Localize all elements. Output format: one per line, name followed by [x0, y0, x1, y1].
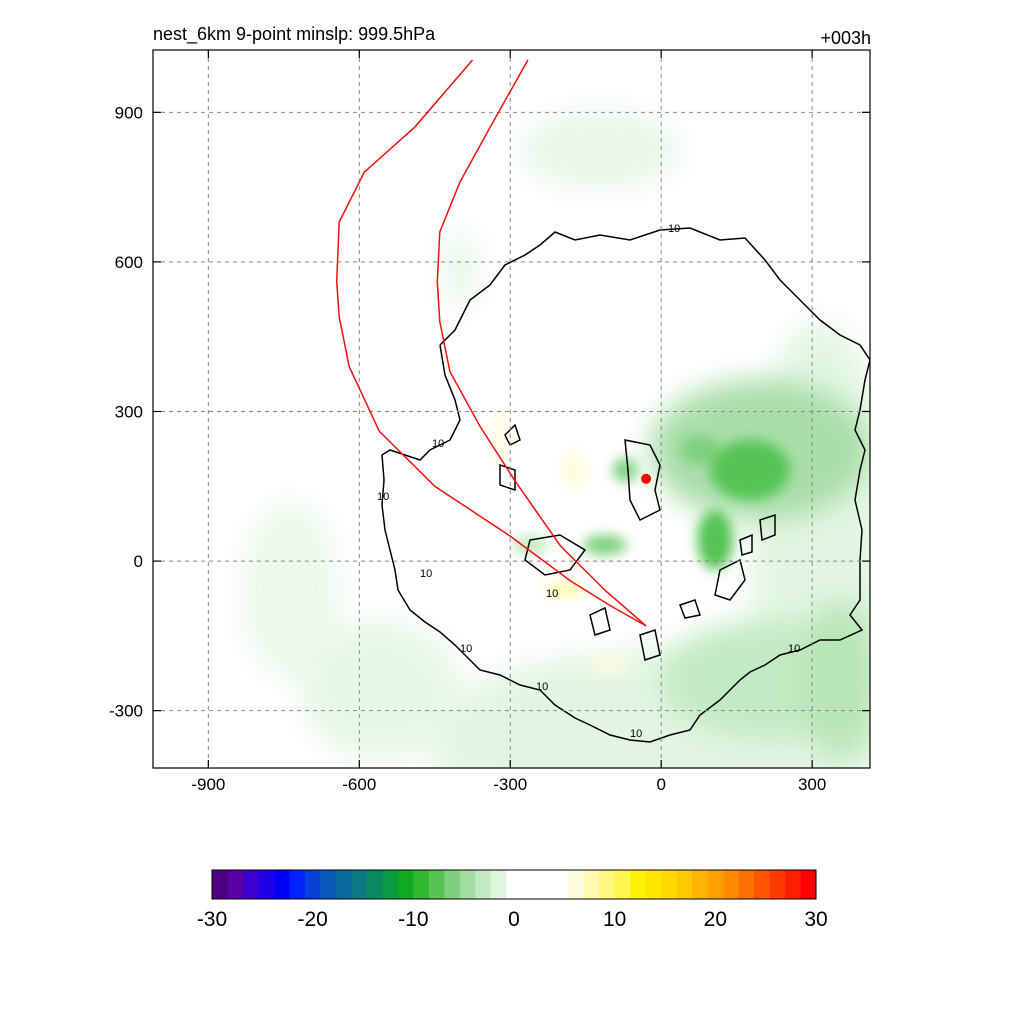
x-axis: -900 -600 -300 0 300: [191, 50, 826, 794]
colorbar-swatch: [459, 870, 476, 899]
contour-label: 10: [788, 643, 800, 655]
chart-title: nest_6km 9-point minslp: 999.5hPa: [153, 24, 436, 45]
colorbar-tick-label: 30: [804, 908, 827, 931]
colorbar-tick-label: -20: [297, 908, 327, 931]
colorbar-swatch: [444, 870, 461, 899]
colorbar-tick-label: 0: [508, 908, 520, 931]
contour-label: 10: [377, 491, 389, 503]
contour-label: 10: [432, 438, 444, 450]
colorbar-swatch: [289, 870, 306, 899]
colorbar-tick-label: -10: [398, 908, 428, 931]
colorbar-tick-label: -30: [197, 908, 227, 931]
colorbar-swatch: [242, 870, 259, 899]
colorbar-swatch: [738, 870, 755, 899]
colorbar-swatch: [335, 870, 352, 899]
colorbar-swatch: [692, 870, 709, 899]
x-tick-label: -300: [493, 775, 527, 794]
y-tick-label: -300: [109, 702, 143, 721]
colorbar-swatch: [537, 870, 554, 899]
colorbar-swatch: [568, 870, 585, 899]
colorbar-swatch: [614, 870, 631, 899]
colorbar-tick-label: 10: [603, 908, 626, 931]
forecast-hour-label: +003h: [820, 28, 871, 48]
colorbar-swatch: [475, 870, 492, 899]
x-tick-label: 300: [798, 775, 826, 794]
colorbar-swatch: [366, 870, 383, 899]
colorbar-swatch: [723, 870, 740, 899]
track-curves: [335, 59, 647, 627]
colorbar-swatch: [521, 870, 538, 899]
colorbar-swatch: [800, 870, 817, 899]
contour-10-ring: [381, 227, 870, 743]
x-tick-label: -600: [342, 775, 376, 794]
y-axis: -300 0 300 600 900: [109, 103, 870, 721]
contour-label: 10: [630, 728, 642, 740]
colorbar-swatch: [769, 870, 786, 899]
colorbar-swatch: [413, 870, 430, 899]
x-tick-label: 0: [656, 775, 665, 794]
colorbar-swatch: [258, 870, 275, 899]
y-tick-label: 0: [134, 552, 143, 571]
colorbar-swatch: [599, 870, 616, 899]
colorbar-swatch: [676, 870, 693, 899]
colorbar-swatch: [490, 870, 507, 899]
y-tick-label: 600: [115, 253, 143, 272]
colorbar-swatch: [227, 870, 244, 899]
y-tick-label: 900: [115, 103, 143, 122]
colorbar-swatch: [630, 870, 647, 899]
colorbar-swatch: [428, 870, 445, 899]
x-tick-label: -900: [191, 775, 225, 794]
colorbar-swatch: [382, 870, 399, 899]
colorbar-swatch: [754, 870, 771, 899]
colorbar-swatch: [397, 870, 414, 899]
colorbar-swatch: [785, 870, 802, 899]
contour-label: 10: [460, 643, 472, 655]
storm-center-marker: [641, 473, 652, 484]
colorbar-frame: [211, 869, 817, 900]
y-tick-label: 300: [115, 402, 143, 421]
colorbar-swatch: [273, 870, 290, 899]
colorbar-swatch: [552, 870, 569, 899]
colorbar-swatch: [212, 870, 228, 899]
contour-label: 10: [668, 223, 680, 235]
colorbar-swatch: [320, 870, 337, 899]
colorbar-swatch: [707, 870, 724, 899]
track-curve-2: [436, 59, 647, 627]
colorbar-swatch: [645, 870, 662, 899]
colorbar-swatch: [351, 870, 368, 899]
track-curve-1: [335, 59, 647, 627]
colorbar: [211, 869, 817, 900]
colorbar-swatch: [661, 870, 678, 899]
contour-label: 10: [546, 588, 558, 600]
colorbar-tick-labels: -30 -20 -10 0 10 20 30: [197, 908, 828, 931]
colorbar-swatch: [304, 870, 321, 899]
colorbar-swatch: [583, 870, 600, 899]
colorbar-tick-label: 20: [704, 908, 727, 931]
shaded-field: [240, 110, 870, 768]
contour-label: 10: [536, 681, 548, 693]
contour-label: 10: [420, 568, 432, 580]
contour-labels: 10 10 10 10 10 10 10 10 10: [377, 223, 800, 740]
contour-lines: [381, 227, 870, 743]
plot-frame: [152, 49, 871, 769]
colorbar-swatch: [506, 870, 523, 899]
